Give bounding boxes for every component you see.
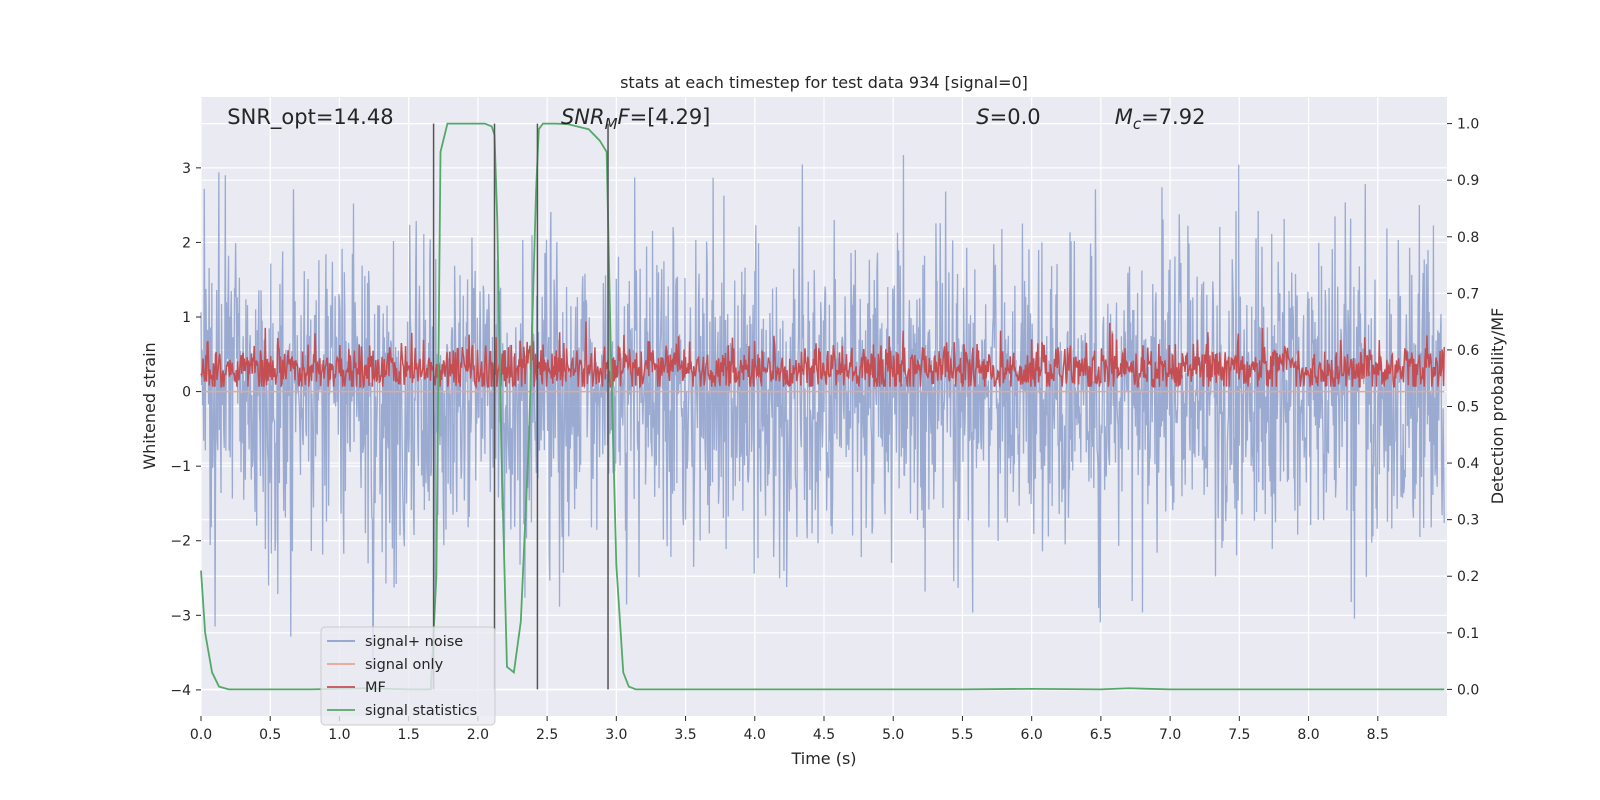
y-axis-label: Whitened strain: [140, 342, 159, 469]
y-tick-label: −2: [170, 534, 191, 550]
series-mf: [200, 321, 1445, 390]
x-tick-label: 1.5: [398, 727, 420, 743]
x-axis-label: Time (s): [790, 749, 856, 768]
chart-title: stats at each timestep for test data 934…: [620, 73, 1028, 92]
annotation-s-value: S=0.0: [976, 105, 1040, 129]
annotation-snr-opt: SNR_opt=14.48: [227, 105, 393, 130]
y-tick-label: −1: [170, 459, 191, 475]
x-tick-label: 0.5: [259, 727, 281, 743]
legend: signal+ noise signal only MF signal statist…: [320, 626, 496, 726]
x-tick-label: 2.5: [536, 727, 558, 743]
y-tick-label: −4: [170, 683, 191, 699]
legend-label: signal+ noise: [365, 634, 463, 650]
y-right-tick-label: 0.3: [1457, 513, 1479, 529]
detection-markers: [432, 123, 609, 690]
y-right-tick-label: 0.0: [1457, 682, 1479, 698]
x-tick-label: 5.5: [951, 727, 973, 743]
y-right-tick-label: 0.6: [1457, 343, 1479, 359]
x-tick-label: 2.0: [467, 727, 489, 743]
axis-ticks: 0.0 0.5 1.0 1.5 2.0 2.5 3.0 3.5 4.0 4.5 5.0 5.5 6.0 6…: [170, 117, 1479, 743]
x-tick-label: 4.5: [813, 727, 835, 743]
x-tick-label: 6.0: [1021, 727, 1043, 743]
annotation-snr-mf: SNRMF=[4.29]: [561, 105, 710, 133]
annotation-chirp-mass: Mc=7.92: [1115, 105, 1206, 133]
x-tick-label: 6.5: [1090, 727, 1112, 743]
y-right-tick-label: 0.4: [1457, 456, 1479, 472]
y-right-tick-label: 0.7: [1457, 286, 1479, 302]
legend-box: [320, 626, 496, 726]
y-right-tick-label: 0.1: [1457, 626, 1479, 642]
legend-label: MF: [365, 680, 386, 696]
x-tick-label: 3.0: [605, 727, 627, 743]
x-tick-label: 4.0: [744, 727, 766, 743]
y-axis-right-label: Detection probability/MF: [1488, 308, 1507, 505]
legend-label: signal statistics: [365, 703, 477, 719]
x-tick-label: 1.0: [328, 727, 350, 743]
x-tick-label: 3.5: [674, 727, 696, 743]
legend-label: signal only: [365, 657, 444, 673]
y-right-tick-label: 0.2: [1457, 569, 1479, 585]
y-tick-label: 3: [182, 161, 191, 177]
x-tick-label: 8.5: [1367, 727, 1389, 743]
y-tick-label: −3: [170, 608, 191, 624]
y-right-tick-label: 0.9: [1457, 173, 1479, 189]
annotations: SNR_opt=14.48 SNRMF=[4.29] S=0.0 Mc=7.92: [227, 105, 1205, 133]
y-tick-label: 1: [182, 310, 191, 326]
y-right-tick-label: 0.8: [1457, 230, 1479, 246]
x-tick-label: 7.5: [1228, 727, 1250, 743]
y-right-tick-label: 1.0: [1457, 117, 1479, 133]
x-tick-label: 0.0: [190, 727, 212, 743]
series-signal-noise: [200, 155, 1445, 671]
y-tick-label: 0: [182, 385, 191, 401]
x-tick-label: 5.0: [882, 727, 904, 743]
y-tick-label: 2: [182, 235, 191, 251]
x-tick-label: 8.0: [1297, 727, 1319, 743]
y-right-tick-label: 0.5: [1457, 400, 1479, 416]
x-tick-label: 7.0: [1159, 727, 1181, 743]
